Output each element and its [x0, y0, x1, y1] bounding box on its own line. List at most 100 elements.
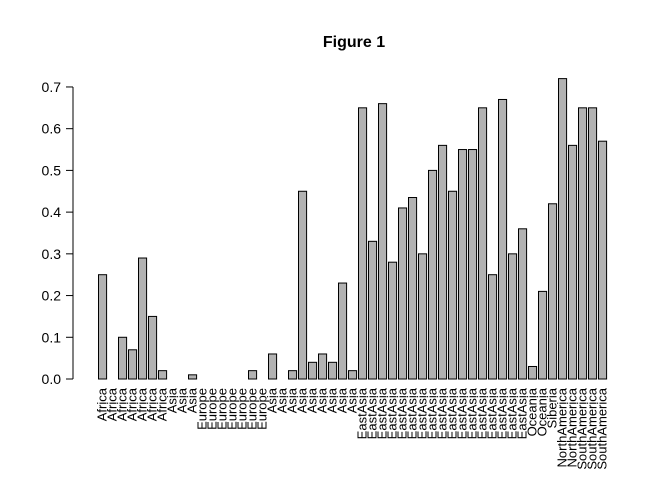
bar	[558, 78, 568, 380]
bar	[548, 203, 558, 380]
x-tick-label: Africa	[125, 387, 140, 421]
x-tick-label: EastAsia	[455, 387, 470, 439]
x-tick-label: Europe	[225, 388, 240, 430]
y-tick-label: 0.5	[42, 162, 62, 178]
bar	[348, 370, 358, 380]
x-tick-label: Asia	[325, 387, 340, 413]
bar	[398, 207, 408, 380]
x-tick-label: EastAsia	[425, 387, 440, 439]
y-tick-label: 0.7	[42, 79, 62, 95]
bar	[248, 370, 258, 380]
y-axis: 0.0 0.1 0.2 0.3 0.4 0.5 0.6 0.7	[42, 79, 74, 387]
x-tick-label: EastAsia	[395, 387, 410, 439]
y-tick-label: 0.3	[42, 246, 62, 262]
bar	[488, 274, 498, 380]
x-tick-label: Africa	[105, 387, 120, 421]
bar	[298, 190, 308, 380]
x-tick-label: EastAsia	[385, 387, 400, 439]
bar	[518, 228, 528, 380]
x-tick-label: EastAsia	[485, 387, 500, 439]
bar	[498, 98, 508, 380]
x-tick-label: Oceania	[525, 387, 540, 436]
bar	[588, 107, 598, 380]
x-tick-label: Oceania	[535, 387, 550, 436]
bar	[118, 336, 128, 380]
y-tick-label: 0.4	[42, 204, 62, 220]
bar	[268, 353, 278, 380]
x-tick-label: Africa	[145, 387, 160, 421]
bar	[138, 257, 148, 380]
x-tick-label: Asia	[295, 387, 310, 413]
x-tick-label: EastAsia	[415, 387, 430, 439]
x-tick-label: Asia	[285, 387, 300, 413]
x-tick-label: EastAsia	[405, 387, 420, 439]
x-tick-label: Africa	[95, 387, 110, 421]
bar	[338, 282, 348, 380]
x-tick-label: EastAsia	[505, 387, 520, 439]
y-tick-label: 0.6	[42, 121, 62, 137]
bars	[98, 78, 608, 380]
x-tick-label: Asia	[275, 387, 290, 413]
x-tick-label: Asia	[315, 387, 330, 413]
x-tick-label: Europe	[245, 388, 260, 430]
x-tick-label: Asia	[175, 387, 190, 413]
x-tick-label: SouthAmerica	[595, 387, 610, 469]
x-tick-label: NorthAmerica	[555, 387, 570, 467]
x-tick-label: EastAsia	[495, 387, 510, 439]
bar	[568, 144, 578, 380]
x-tick-label: EastAsia	[375, 387, 390, 439]
bar	[428, 169, 438, 380]
x-tick-label: Europe	[255, 388, 270, 430]
x-tick-label: Asia	[345, 387, 360, 413]
bar	[318, 353, 328, 380]
x-tick-label: EastAsia	[365, 387, 380, 439]
bar	[598, 140, 608, 380]
x-tick-label: EastAsia	[355, 387, 370, 439]
x-tick-label: Europe	[195, 388, 210, 430]
bar	[578, 107, 588, 380]
bar	[308, 361, 318, 380]
bar	[98, 274, 108, 380]
bar	[538, 290, 548, 380]
x-tick-label: EastAsia	[515, 387, 530, 439]
chart-title: Figure 1	[323, 34, 385, 51]
x-tick-label: Africa	[135, 387, 150, 421]
x-tick-label: SouthAmerica	[585, 387, 600, 469]
bar	[528, 365, 538, 380]
y-tick-label: 0.2	[42, 288, 62, 304]
bar	[288, 370, 298, 380]
x-tick-label: Africa	[115, 387, 130, 421]
bar	[408, 197, 418, 380]
bar	[148, 315, 158, 380]
bar	[188, 374, 198, 380]
y-tick-label: 0.0	[42, 371, 62, 387]
bar	[508, 253, 518, 380]
bar	[478, 107, 488, 380]
bar	[368, 240, 378, 380]
bar	[448, 190, 458, 380]
x-tick-label: Asia	[165, 387, 180, 413]
bar	[458, 149, 468, 380]
x-axis-labels: AfricaAfricaAfricaAfricaAfricaAfricaAfri…	[95, 387, 610, 469]
y-tick-label: 0.1	[42, 329, 62, 345]
x-tick-label: Asia	[265, 387, 280, 413]
x-tick-label: Europe	[215, 388, 230, 430]
x-tick-label: Europe	[205, 388, 220, 430]
bar	[468, 149, 478, 380]
x-tick-label: EastAsia	[435, 387, 450, 439]
x-tick-label: Asia	[185, 387, 200, 413]
bar	[328, 361, 338, 380]
bar	[158, 370, 168, 380]
x-tick-label: EastAsia	[445, 387, 460, 439]
bar	[358, 107, 368, 380]
bar	[378, 103, 388, 380]
x-tick-label: EastAsia	[465, 387, 480, 439]
x-tick-label: SouthAmerica	[575, 387, 590, 469]
bar	[388, 261, 398, 380]
x-tick-label: Asia	[305, 387, 320, 413]
bar	[438, 144, 448, 380]
x-tick-label: Siberia	[545, 387, 560, 428]
x-tick-label: Asia	[335, 387, 350, 413]
bar	[128, 349, 138, 380]
